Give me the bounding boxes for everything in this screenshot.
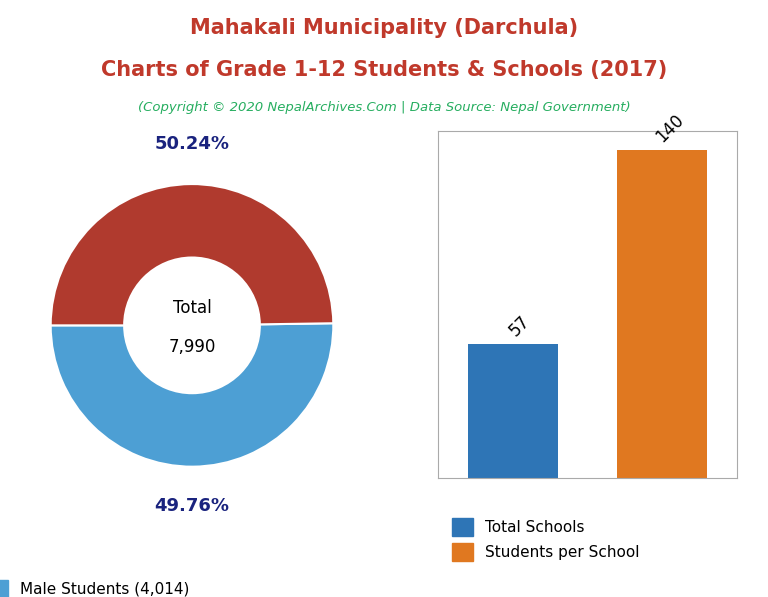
Text: 140: 140 (652, 110, 687, 146)
Text: Charts of Grade 1-12 Students & Schools (2017): Charts of Grade 1-12 Students & Schools … (101, 60, 667, 80)
Wedge shape (51, 323, 333, 467)
Text: 50.24%: 50.24% (154, 136, 230, 153)
Text: Mahakali Municipality (Darchula): Mahakali Municipality (Darchula) (190, 18, 578, 38)
Bar (468, 344, 558, 478)
Legend: Male Students (4,014), Female Students (3,976): Male Students (4,014), Female Students (… (0, 574, 215, 597)
Legend: Total Schools, Students per School: Total Schools, Students per School (445, 512, 646, 567)
Text: 57: 57 (506, 312, 534, 340)
Text: 7,990: 7,990 (168, 337, 216, 356)
Wedge shape (51, 184, 333, 325)
Bar (617, 150, 707, 478)
Text: Total: Total (173, 300, 211, 318)
Text: 49.76%: 49.76% (154, 497, 230, 515)
Text: (Copyright © 2020 NepalArchives.Com | Data Source: Nepal Government): (Copyright © 2020 NepalArchives.Com | Da… (137, 101, 631, 115)
